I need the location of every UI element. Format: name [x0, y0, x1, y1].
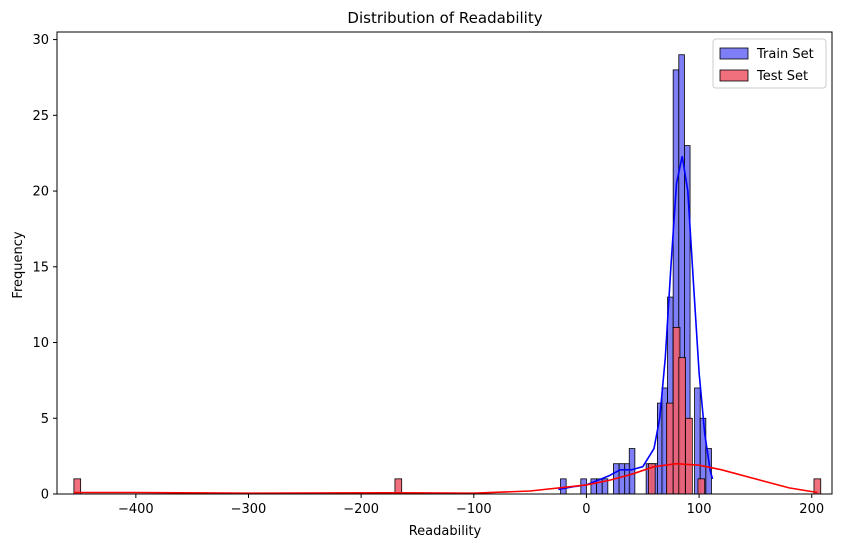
bars-layer: [73, 54, 822, 495]
x-tick-label: −300: [231, 502, 267, 517]
series-0-bar-8: [628, 448, 636, 495]
y-tick-label: 0: [41, 488, 49, 503]
series-1-bar-3: [666, 402, 674, 495]
plot-frame: [56, 31, 833, 495]
y-axis-label: Frequency: [11, 231, 26, 298]
series-1-kde-line: [73, 462, 818, 495]
x-tick-label: −200: [343, 502, 379, 517]
legend: Train Set Test Set: [712, 38, 827, 89]
series-0-kde-line: [558, 156, 714, 491]
y-tick-label: 10: [32, 336, 49, 351]
series-1-bar-1: [394, 478, 403, 495]
series-0-bar-1: [580, 478, 587, 495]
series-1-bar-5: [678, 357, 686, 495]
y-tick-label: 5: [41, 412, 49, 427]
series-1-bar-7: [697, 478, 706, 495]
y-tick-label: 30: [32, 33, 49, 48]
series-1-bar-6: [685, 417, 693, 495]
legend-swatch-0: [719, 47, 749, 60]
series-0-bars: [560, 54, 712, 495]
legend-swatch-1: [719, 69, 749, 82]
x-tick-label: 100: [687, 502, 712, 517]
kde-layer: [73, 156, 818, 495]
x-axis: −400 −300 −200 −100 0 100 200: [118, 494, 824, 517]
x-tick-label: −100: [456, 502, 492, 517]
series-1-bars: [73, 326, 822, 495]
x-axis-label: Readability: [409, 524, 482, 539]
y-tick-label: 25: [32, 109, 49, 124]
x-tick-label: 200: [799, 502, 824, 517]
y-tick-label: 15: [32, 260, 49, 275]
legend-label-0: Train Set: [756, 47, 814, 62]
y-axis: 0 5 10 15 20 25 30: [32, 33, 57, 503]
chart-title: Distribution of Readability: [347, 9, 542, 27]
x-tick-label: −400: [118, 502, 154, 517]
y-tick-label: 20: [32, 185, 49, 200]
x-tick-label: 0: [582, 502, 590, 517]
series-0-bar-17: [694, 387, 701, 495]
series-0-bar-6: [618, 463, 626, 495]
legend-label-1: Test Set: [756, 69, 808, 84]
